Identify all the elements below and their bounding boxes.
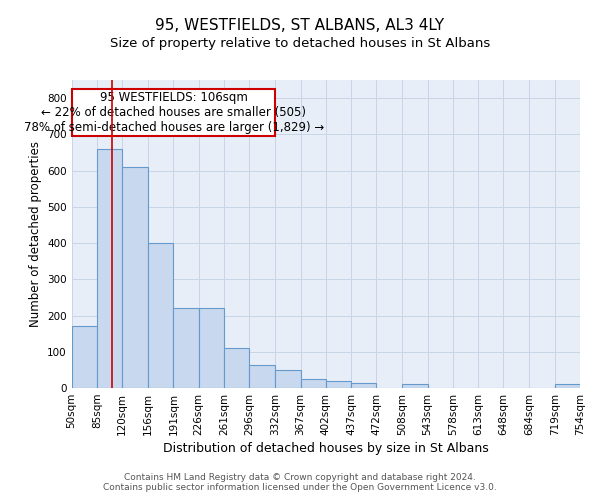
Bar	[199, 308, 224, 388]
Bar	[71, 326, 97, 388]
Bar	[224, 348, 249, 388]
Bar	[173, 308, 199, 388]
Y-axis label: Number of detached properties: Number of detached properties	[29, 141, 41, 327]
Text: ← 22% of detached houses are smaller (505): ← 22% of detached houses are smaller (50…	[41, 106, 307, 119]
Bar	[403, 384, 428, 388]
Text: Contains HM Land Registry data © Crown copyright and database right 2024.
Contai: Contains HM Land Registry data © Crown c…	[103, 473, 497, 492]
Bar	[97, 149, 122, 388]
Text: 78% of semi-detached houses are larger (1,829) →: 78% of semi-detached houses are larger (…	[24, 121, 324, 134]
X-axis label: Distribution of detached houses by size in St Albans: Distribution of detached houses by size …	[163, 442, 489, 455]
Text: 95, WESTFIELDS, ST ALBANS, AL3 4LY: 95, WESTFIELDS, ST ALBANS, AL3 4LY	[155, 18, 445, 32]
Bar	[249, 364, 275, 388]
Bar	[122, 167, 148, 388]
Bar	[148, 243, 173, 388]
Bar	[351, 382, 376, 388]
Text: Size of property relative to detached houses in St Albans: Size of property relative to detached ho…	[110, 38, 490, 51]
Text: 95 WESTFIELDS: 106sqm: 95 WESTFIELDS: 106sqm	[100, 91, 248, 104]
Bar	[326, 381, 351, 388]
FancyBboxPatch shape	[73, 89, 275, 136]
Bar	[301, 379, 326, 388]
Bar	[275, 370, 301, 388]
Bar	[555, 384, 580, 388]
